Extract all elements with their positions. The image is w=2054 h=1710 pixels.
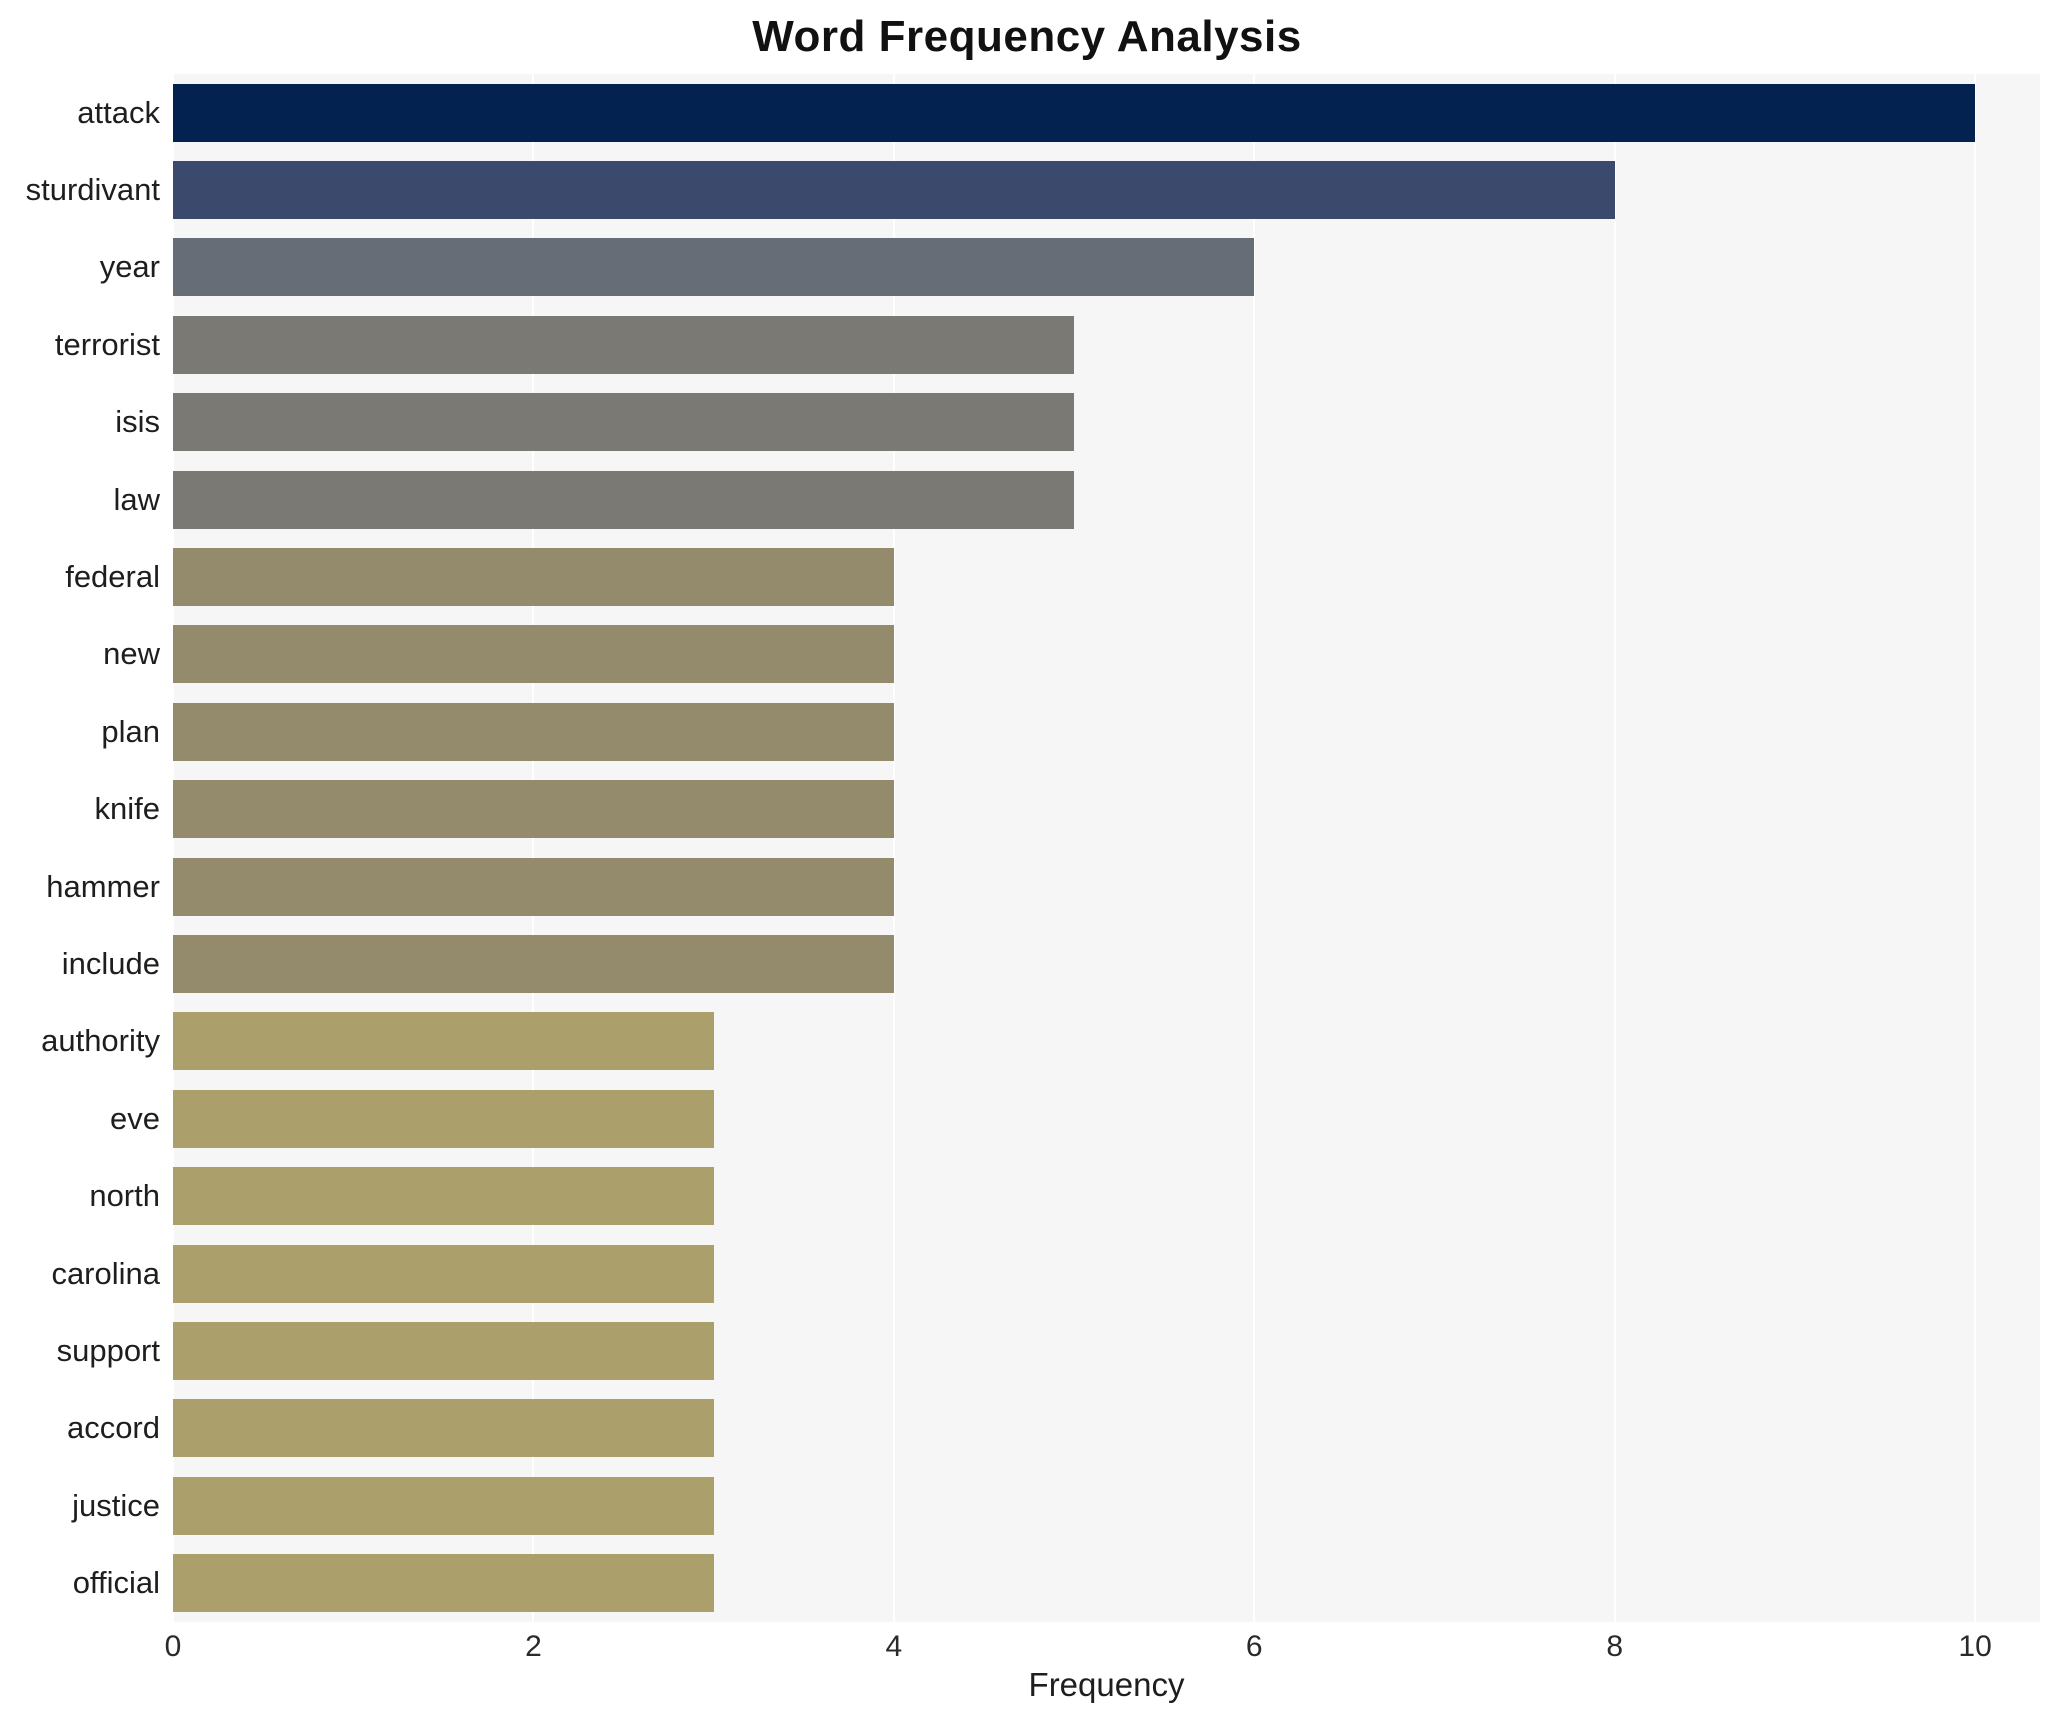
gridline xyxy=(172,74,174,1622)
bar-row xyxy=(173,461,2040,538)
category-label: include xyxy=(61,945,160,981)
bar xyxy=(173,1399,714,1458)
bar xyxy=(173,83,1976,142)
x-tick-label: 6 xyxy=(1245,1629,1263,1663)
bar-row xyxy=(173,848,2040,925)
category-label: year xyxy=(99,249,160,285)
bar-row xyxy=(173,1390,2040,1467)
bar-row xyxy=(173,1312,2040,1389)
bar-row xyxy=(173,1235,2040,1312)
x-tick-label: 8 xyxy=(1606,1629,1624,1663)
bars-area xyxy=(173,74,2040,1622)
category-label: authority xyxy=(41,1023,160,1059)
x-tick-label: 10 xyxy=(1958,1629,1992,1663)
bar-row xyxy=(173,1157,2040,1234)
bar xyxy=(173,238,1255,297)
bar-row xyxy=(173,1003,2040,1080)
x-tick-label: 0 xyxy=(164,1629,182,1663)
bar-row xyxy=(173,1080,2040,1157)
x-tick-label: 2 xyxy=(525,1629,542,1663)
bar-row xyxy=(173,1467,2040,1544)
category-label: carolina xyxy=(51,1255,160,1291)
bar xyxy=(173,315,1075,374)
gridline xyxy=(1974,74,1977,1622)
category-label: attack xyxy=(77,94,160,130)
category-label: knife xyxy=(94,791,160,827)
y-axis-labels: attack sturdivant year terrorist isis law fede… xyxy=(0,74,173,1622)
bar-row xyxy=(173,925,2040,1002)
bar xyxy=(173,1476,714,1535)
bar xyxy=(173,161,1615,220)
category-label: justice xyxy=(72,1487,160,1523)
gridline xyxy=(1253,74,1256,1622)
bar xyxy=(173,1167,714,1226)
category-label: sturdivant xyxy=(25,172,160,208)
bar-row xyxy=(173,771,2040,848)
gridline xyxy=(532,74,535,1622)
gridline xyxy=(892,74,895,1622)
category-label: new xyxy=(103,636,160,672)
x-tick-label: 4 xyxy=(885,1629,903,1663)
bar xyxy=(173,393,1075,452)
category-label: isis xyxy=(115,404,160,440)
bar xyxy=(173,1554,714,1613)
x-axis-label: Frequency xyxy=(1028,1665,1185,1703)
bar-row xyxy=(173,384,2040,461)
bar xyxy=(173,1012,714,1071)
bar-row xyxy=(173,1544,2040,1621)
bar xyxy=(173,1321,714,1380)
category-label: official xyxy=(72,1565,160,1601)
category-label: law xyxy=(113,481,160,517)
category-label: accord xyxy=(66,1410,160,1446)
category-label: plan xyxy=(101,713,160,749)
bar-row xyxy=(173,74,2040,151)
x-axis-ticks: 0 2 4 6 8 10 xyxy=(165,1622,2040,1664)
category-label: terrorist xyxy=(54,326,160,362)
category-label: hammer xyxy=(46,868,160,904)
bar xyxy=(173,780,894,839)
bar-row xyxy=(173,229,2040,306)
bar xyxy=(173,470,1075,529)
bar xyxy=(173,857,894,916)
bar xyxy=(173,1089,714,1148)
bar xyxy=(173,934,894,993)
bar-row xyxy=(173,151,2040,228)
bar-row xyxy=(173,693,2040,770)
category-label: support xyxy=(56,1332,160,1368)
bar xyxy=(173,702,894,761)
bar-row xyxy=(173,538,2040,615)
bar-row xyxy=(173,616,2040,693)
bar xyxy=(173,1244,714,1303)
bar xyxy=(173,548,894,607)
chart-title: Word Frequency Analysis xyxy=(752,12,1302,61)
bar xyxy=(173,625,894,684)
category-label: eve xyxy=(110,1100,160,1136)
category-label: north xyxy=(89,1178,160,1214)
category-label: federal xyxy=(65,559,160,595)
bar-row xyxy=(173,306,2040,383)
chart-area: attack sturdivant year terrorist isis law fede… xyxy=(0,74,2054,1622)
gridline xyxy=(1613,74,1616,1622)
plot-area xyxy=(172,74,2040,1622)
